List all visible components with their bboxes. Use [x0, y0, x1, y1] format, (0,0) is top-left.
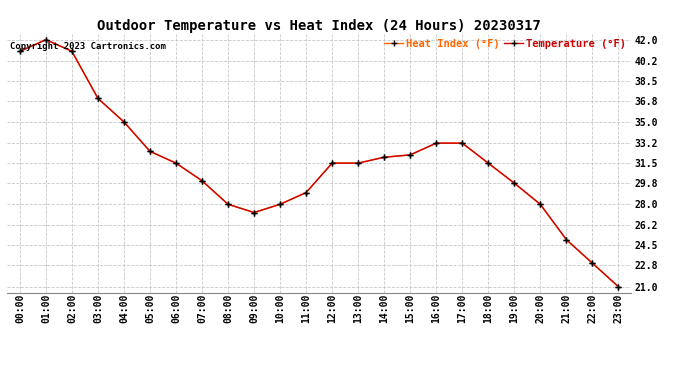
Heat Index (°F)	[42, 38, 50, 42]
Temperature (°F)	[510, 181, 518, 185]
Temperature (°F)	[406, 153, 414, 157]
Temperature (°F)	[250, 210, 258, 215]
Temperature (°F)	[224, 202, 233, 207]
Heat Index (°F)	[94, 96, 102, 101]
Heat Index (°F)	[276, 202, 284, 207]
Temperature (°F)	[380, 155, 388, 159]
Temperature (°F)	[302, 190, 311, 195]
Temperature (°F)	[536, 202, 544, 207]
Temperature (°F)	[614, 284, 622, 289]
Temperature (°F)	[146, 149, 154, 154]
Heat Index (°F)	[146, 149, 154, 154]
Heat Index (°F)	[510, 181, 518, 185]
Line: Heat Index (°F): Heat Index (°F)	[17, 36, 622, 290]
Legend: Heat Index (°F), Temperature (°F): Heat Index (°F), Temperature (°F)	[384, 39, 626, 49]
Heat Index (°F)	[172, 161, 180, 165]
Heat Index (°F)	[562, 237, 571, 242]
Temperature (°F)	[458, 141, 466, 146]
Heat Index (°F)	[406, 153, 414, 157]
Line: Temperature (°F): Temperature (°F)	[17, 36, 622, 290]
Temperature (°F)	[432, 141, 440, 146]
Heat Index (°F)	[588, 261, 596, 266]
Temperature (°F)	[68, 49, 76, 54]
Heat Index (°F)	[250, 210, 258, 215]
Temperature (°F)	[16, 49, 24, 54]
Text: Copyright 2023 Cartronics.com: Copyright 2023 Cartronics.com	[10, 42, 166, 51]
Temperature (°F)	[588, 261, 596, 266]
Temperature (°F)	[94, 96, 102, 101]
Temperature (°F)	[42, 38, 50, 42]
Heat Index (°F)	[484, 161, 493, 165]
Heat Index (°F)	[68, 49, 76, 54]
Title: Outdoor Temperature vs Heat Index (24 Hours) 20230317: Outdoor Temperature vs Heat Index (24 Ho…	[97, 19, 541, 33]
Temperature (°F)	[354, 161, 362, 165]
Heat Index (°F)	[120, 120, 128, 124]
Heat Index (°F)	[328, 161, 336, 165]
Temperature (°F)	[484, 161, 493, 165]
Heat Index (°F)	[198, 178, 206, 183]
Heat Index (°F)	[614, 284, 622, 289]
Temperature (°F)	[562, 237, 571, 242]
Temperature (°F)	[172, 161, 180, 165]
Heat Index (°F)	[432, 141, 440, 146]
Heat Index (°F)	[458, 141, 466, 146]
Heat Index (°F)	[380, 155, 388, 159]
Heat Index (°F)	[16, 49, 24, 54]
Temperature (°F)	[276, 202, 284, 207]
Temperature (°F)	[120, 120, 128, 124]
Heat Index (°F)	[224, 202, 233, 207]
Heat Index (°F)	[536, 202, 544, 207]
Heat Index (°F)	[302, 190, 311, 195]
Heat Index (°F)	[354, 161, 362, 165]
Temperature (°F)	[198, 178, 206, 183]
Temperature (°F)	[328, 161, 336, 165]
